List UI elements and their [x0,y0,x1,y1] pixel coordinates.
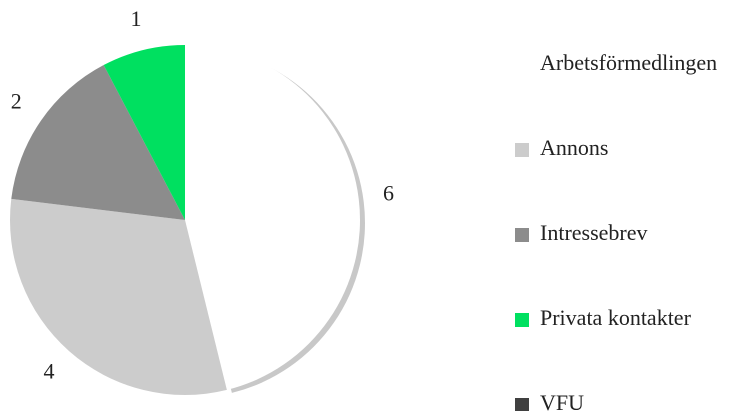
legend-label: Arbetsförmedlingen [540,50,717,75]
legend-label: Privata kontakter [540,305,692,330]
legend-swatch [515,398,529,411]
legend-swatch [515,228,529,242]
data-label: 4 [44,358,55,383]
pie-slice [185,45,361,390]
data-label: 2 [11,89,22,114]
legend-swatch [515,313,529,327]
legend-label: Annons [540,135,608,160]
legend-swatch [515,143,529,157]
legend-label: VFU [540,390,584,411]
data-label: 1 [130,6,141,31]
pie-slice [11,65,186,220]
pie-slice [103,45,185,220]
pie-slice [10,198,227,396]
data-label: 6 [383,180,394,205]
legend-label: Intressebrev [540,220,648,245]
